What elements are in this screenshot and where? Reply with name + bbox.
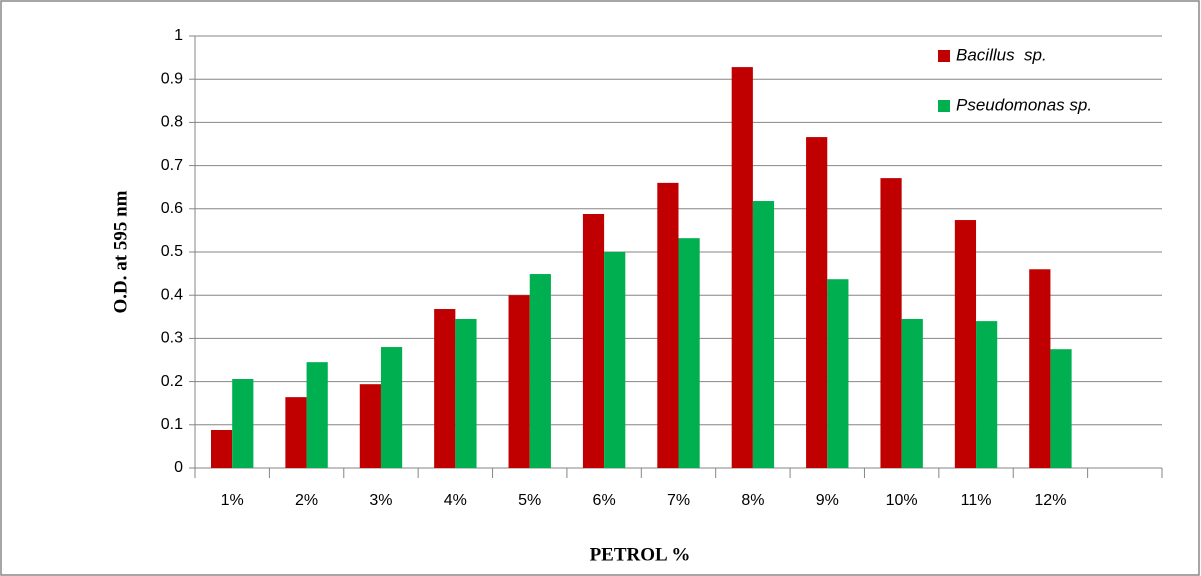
bar <box>210 429 233 468</box>
x-tick-label: 12% <box>1034 492 1066 509</box>
y-axis-label: O.D. at 595 nm <box>110 190 131 313</box>
bar <box>455 318 477 468</box>
y-tick-label: 0.6 <box>161 200 183 217</box>
x-tick-label: 2% <box>295 492 318 509</box>
x-tick-label: 8% <box>741 492 764 509</box>
bar <box>1050 349 1072 468</box>
x-tick-label: 5% <box>518 492 541 509</box>
bar <box>806 137 828 468</box>
legend-swatch <box>938 50 950 62</box>
bar <box>1029 269 1051 468</box>
y-tick-label: 0.7 <box>161 157 183 174</box>
y-tick-label: 0.8 <box>161 114 183 131</box>
bar <box>232 379 254 468</box>
bar <box>380 347 403 468</box>
bar <box>901 318 923 468</box>
y-tick-label: 0.3 <box>161 330 183 347</box>
y-tick-label: 0.1 <box>161 416 183 433</box>
y-tick-label: 0.2 <box>161 373 183 390</box>
x-tick-label: 6% <box>593 492 616 509</box>
bar <box>678 238 700 468</box>
y-tick-label: 0.4 <box>161 286 183 303</box>
bar <box>582 213 605 468</box>
bar <box>434 309 456 468</box>
bar <box>508 295 530 468</box>
bar <box>752 201 775 469</box>
bar <box>285 397 307 468</box>
bar <box>306 362 328 468</box>
x-tick-label: 4% <box>444 492 467 509</box>
bar <box>359 384 381 468</box>
legend-label: Bacillus sp. <box>956 45 1047 64</box>
y-tick-label: 0 <box>174 459 183 476</box>
bar <box>976 321 998 468</box>
x-tick-label: 3% <box>369 492 392 509</box>
bar <box>731 67 753 468</box>
x-tick-label: 9% <box>816 492 839 509</box>
y-tick-label: 0.9 <box>161 70 183 87</box>
bar <box>657 182 679 468</box>
legend-label: Pseudomonas sp. <box>956 95 1092 114</box>
y-tick-label: 0.5 <box>161 243 183 260</box>
bar <box>880 178 902 469</box>
y-tick-label: 1 <box>174 27 183 44</box>
legend-swatch <box>938 100 950 112</box>
bar <box>954 220 977 468</box>
x-tick-label: 11% <box>961 492 992 509</box>
bar <box>529 274 551 468</box>
x-tick-label: 10% <box>886 492 918 509</box>
bar <box>827 279 849 468</box>
x-axis-label: PETROL % <box>590 544 691 565</box>
x-tick-label: 1% <box>221 492 244 509</box>
bar <box>604 252 626 468</box>
x-tick-label: 7% <box>667 492 690 509</box>
